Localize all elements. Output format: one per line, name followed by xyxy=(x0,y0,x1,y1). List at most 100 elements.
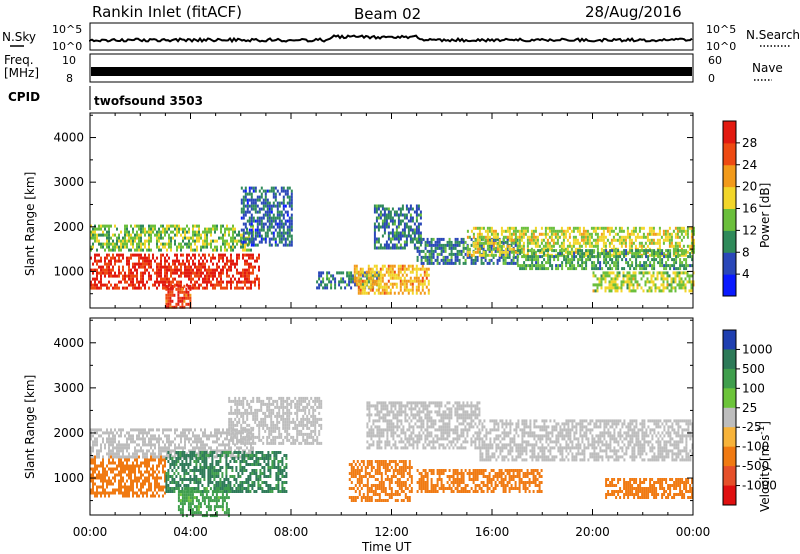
colorbar-tick-label: 12 xyxy=(742,223,757,237)
colorbar-tick-label: 16 xyxy=(742,202,757,216)
data-region-5 xyxy=(348,460,413,502)
colorbar-swatch xyxy=(723,407,736,428)
colorbar-tick-label: -25 xyxy=(742,420,762,434)
date-label: 28/Aug/2016 xyxy=(585,3,682,21)
data-region-9 xyxy=(517,249,694,271)
velocity-colorbar-label: Velocity [m s-1] xyxy=(757,421,772,512)
data-region-10 xyxy=(592,271,695,293)
power-ylabel: Slant Range [km] xyxy=(23,172,37,276)
colorbar-swatch xyxy=(723,388,736,409)
colorbar-tick-label: 8 xyxy=(742,245,750,259)
nave-tick-high: 60 xyxy=(708,54,722,67)
data-region-2 xyxy=(165,284,192,309)
colorbar-swatch xyxy=(723,230,736,253)
colorbar-tick-label: -1000 xyxy=(742,479,777,493)
xtick-label: 04:00 xyxy=(173,525,208,539)
colorbar-tick-label: 100 xyxy=(742,381,765,395)
nave-label: Nave xyxy=(752,61,783,75)
velocity-axis-ticks: 1000 2000 3000 4000 xyxy=(53,318,694,515)
colorbar-tick-label: 25 xyxy=(742,401,757,415)
colorbar-swatch xyxy=(723,427,736,448)
nave-tick-low: 0 xyxy=(708,72,715,85)
data-region-9 xyxy=(605,478,694,499)
colorbar-tick-label: 500 xyxy=(742,362,765,376)
noise-tick-low: 10^0 xyxy=(52,40,82,53)
ytick-label: 3000 xyxy=(53,381,84,395)
freq-unit-label: [MHz] xyxy=(4,66,39,80)
ytick-label: 1000 xyxy=(53,471,84,485)
ytick-label: 2000 xyxy=(53,220,84,234)
colorbar-swatch xyxy=(723,186,736,210)
power-data-layer xyxy=(90,186,695,309)
colorbar-tick-label: 1000 xyxy=(742,342,773,356)
colorbar-tick-label: 20 xyxy=(742,180,757,194)
velocity-ylabel: Slant Range [km] xyxy=(23,375,37,479)
colorbar-swatch xyxy=(723,466,736,487)
colorbar-swatch xyxy=(723,368,736,389)
nsky-label: N.Sky xyxy=(2,30,36,44)
colorbar-swatch xyxy=(723,142,736,166)
colorbar-swatch xyxy=(723,485,736,506)
velocity-data-layer xyxy=(90,396,694,518)
data-region-6 xyxy=(366,401,481,450)
beam-label: Beam 02 xyxy=(354,5,421,23)
noise-panel: N.Sky 10^5 10^0 10^5 10^0 N.Search xyxy=(2,22,800,53)
data-region-3 xyxy=(240,186,293,247)
freq-panel: Freq. [MHz] 10 8 60 0 Nave xyxy=(4,53,783,85)
colorbar-tick-label: 24 xyxy=(742,158,757,172)
colorbar-swatch xyxy=(723,208,736,231)
colorbar-swatch xyxy=(723,349,736,370)
power-colorbar: 4 8 12 16 20 24 28 xyxy=(722,120,757,297)
data-region-0 xyxy=(90,455,166,498)
freq-tick-high: 10 xyxy=(62,54,76,67)
colorbar-tick-label: -500 xyxy=(742,459,769,473)
xtick-label: 20:00 xyxy=(575,525,610,539)
data-region-5 xyxy=(353,264,430,295)
data-region-3 xyxy=(177,487,230,518)
data-region-1 xyxy=(90,224,254,252)
noise-tick-high: 10^5 xyxy=(52,23,82,36)
data-region-2 xyxy=(165,451,288,493)
xtick-label: 12:00 xyxy=(374,525,409,539)
ytick-label: 3000 xyxy=(53,175,84,189)
colorbar-swatch xyxy=(723,330,736,350)
cpid-label: CPID xyxy=(8,90,40,104)
colorbar-swatch xyxy=(723,274,736,297)
noise-tick-high-right: 10^5 xyxy=(706,23,736,36)
data-region-8 xyxy=(479,419,694,462)
colorbar-swatch xyxy=(723,252,736,275)
data-region-7 xyxy=(416,469,543,493)
colorbar-tick-label: -100 xyxy=(742,440,769,454)
velocity-colorbar: 1000 500 100 25 -25 -100 -500 -1000 xyxy=(722,329,777,506)
power-heatmap-panel: 1000 2000 3000 4000 Slant Range [km] 4 8 12 16… xyxy=(23,112,772,309)
colorbar-tick-label: 28 xyxy=(742,136,757,150)
colorbar-swatch xyxy=(723,164,736,188)
xtick-label: 00:00 xyxy=(676,525,711,539)
xtick-label: 16:00 xyxy=(475,525,510,539)
time-axis: 00:00 04:00 08:00 12:00 16:00 20:00 00:00 xyxy=(73,525,711,539)
freq-tick-low: 8 xyxy=(66,72,73,85)
power-axis-ticks: 1000 2000 3000 4000 xyxy=(53,113,694,308)
data-region-6 xyxy=(373,204,422,250)
colorbar-tick-label: 4 xyxy=(742,267,750,281)
nsearch-label: N.Search xyxy=(746,28,800,42)
power-colorbar-label: Power [dB] xyxy=(758,183,772,248)
ytick-label: 4000 xyxy=(53,131,84,145)
time-axis-label: Time UT xyxy=(361,540,412,554)
ytick-label: 4000 xyxy=(53,336,84,350)
colorbar-swatch xyxy=(723,121,736,144)
data-region-4 xyxy=(228,396,323,445)
ytick-label: 2000 xyxy=(53,426,84,440)
xtick-label: 08:00 xyxy=(274,525,309,539)
cpid-panel: CPID twofsound 3503 xyxy=(8,86,203,110)
noise-trace xyxy=(89,34,693,44)
cpid-value: twofsound 3503 xyxy=(94,94,203,108)
velocity-heatmap-panel: 1000 2000 3000 4000 Slant Range [km] 1000 50… xyxy=(23,317,777,518)
noise-tick-low-right: 10^0 xyxy=(706,40,736,53)
ytick-label: 1000 xyxy=(53,264,84,278)
station-title: Rankin Inlet (fitACF) xyxy=(92,3,242,21)
xtick-label: 00:00 xyxy=(73,525,108,539)
colorbar-swatch xyxy=(723,446,736,467)
data-region-0 xyxy=(90,253,260,290)
